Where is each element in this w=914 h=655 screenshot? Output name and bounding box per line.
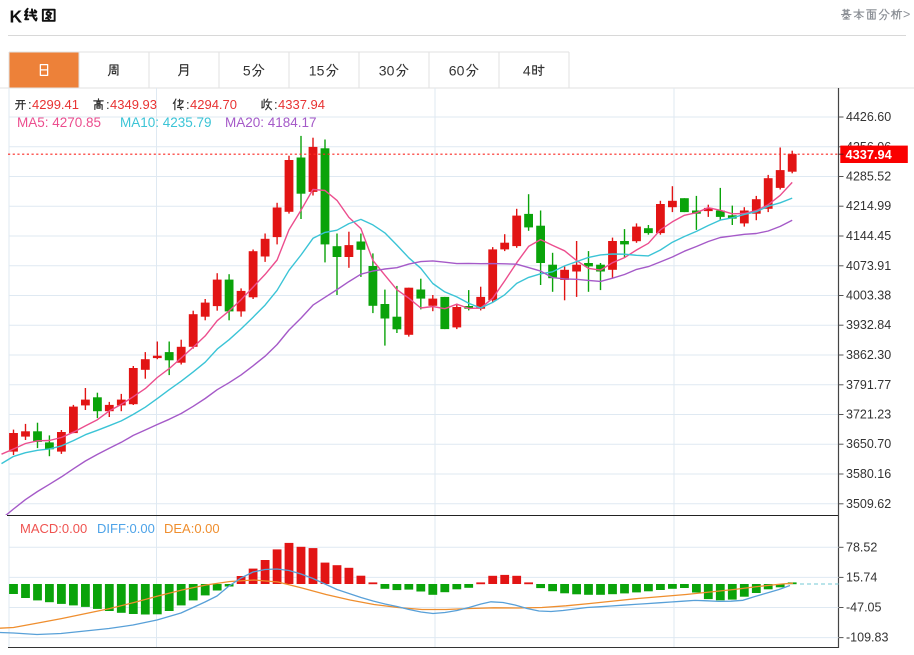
svg-text:K: K	[10, 7, 23, 27]
svg-text::: :	[28, 97, 32, 112]
svg-text:78.52: 78.52	[846, 540, 877, 554]
svg-text:-47.05: -47.05	[846, 601, 881, 615]
svg-text:4337.94: 4337.94	[278, 97, 325, 112]
svg-text:3791.77: 3791.77	[846, 378, 891, 392]
svg-text::: :	[106, 97, 110, 112]
svg-text:5: 5	[243, 63, 251, 79]
svg-text:15.74: 15.74	[846, 570, 877, 584]
svg-text:4: 4	[523, 63, 531, 79]
svg-text:MA20: 4184.17: MA20: 4184.17	[225, 115, 317, 130]
svg-text:3932.84: 3932.84	[846, 318, 891, 332]
svg-text:30: 30	[379, 63, 395, 79]
svg-text:60: 60	[449, 63, 465, 79]
svg-text:4214.99: 4214.99	[846, 199, 891, 213]
svg-text:4294.70: 4294.70	[190, 97, 237, 112]
svg-text:15: 15	[309, 63, 325, 79]
svg-text:4285.52: 4285.52	[846, 170, 891, 184]
svg-text:3650.70: 3650.70	[846, 437, 891, 451]
svg-text:3580.16: 3580.16	[846, 467, 891, 481]
svg-text:DIFF:0.00: DIFF:0.00	[97, 521, 155, 536]
svg-text:3509.62: 3509.62	[846, 497, 891, 511]
svg-text:4349.93: 4349.93	[110, 97, 157, 112]
svg-text:4299.41: 4299.41	[32, 97, 79, 112]
svg-text:MA10: 4235.79: MA10: 4235.79	[120, 115, 212, 130]
svg-text:4003.38: 4003.38	[846, 289, 891, 303]
svg-text:DEA:0.00: DEA:0.00	[164, 521, 220, 536]
svg-text:3721.23: 3721.23	[846, 408, 891, 422]
svg-text:MA5: 4270.85: MA5: 4270.85	[17, 115, 101, 130]
svg-text:>: >	[903, 8, 910, 22]
svg-text:4073.91: 4073.91	[846, 259, 891, 273]
svg-text:4144.45: 4144.45	[846, 229, 891, 243]
svg-text::: :	[186, 97, 190, 112]
svg-text:3862.30: 3862.30	[846, 348, 891, 362]
svg-text:MACD:0.00: MACD:0.00	[20, 521, 87, 536]
svg-text:4337.94: 4337.94	[846, 147, 893, 162]
svg-text:-109.83: -109.83	[846, 631, 888, 645]
svg-text:4426.60: 4426.60	[846, 110, 891, 124]
svg-text::: :	[274, 97, 278, 112]
